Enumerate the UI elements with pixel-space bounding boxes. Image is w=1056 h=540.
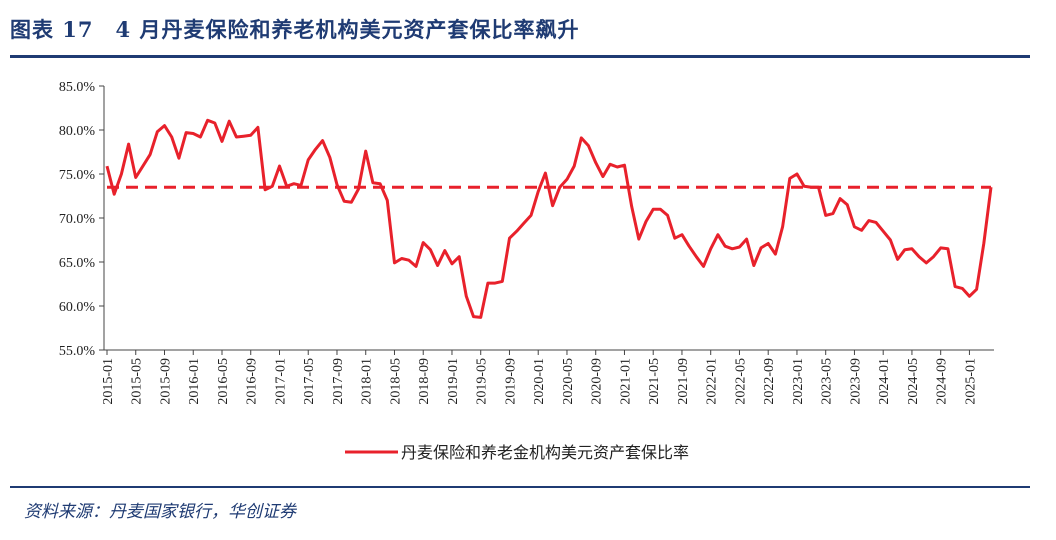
y-tick-label: 65.0% <box>59 256 96 271</box>
x-tick-label: 2023-09 <box>848 358 863 405</box>
chart-title: 图表 17 4 月丹麦保险和养老机构美元资产套保比率飙升 <box>10 17 580 42</box>
x-tick-label: 2020-09 <box>590 358 605 405</box>
y-tick-label: 70.0% <box>59 212 96 227</box>
y-tick-label: 55.0% <box>59 344 96 359</box>
x-tick-label: 2020-05 <box>561 358 576 405</box>
y-tick-label: 80.0% <box>59 124 96 139</box>
x-tick-label: 2015-09 <box>158 358 173 405</box>
x-tick-label: 2021-05 <box>647 358 662 405</box>
y-tick-label: 85.0% <box>59 80 96 95</box>
x-tick-label: 2020-01 <box>532 358 547 405</box>
x-tick-label: 2015-01 <box>101 358 116 405</box>
x-tick-label: 2016-05 <box>216 358 231 405</box>
x-tick-label: 2024-01 <box>877 358 892 405</box>
x-tick-label: 2024-05 <box>906 358 921 405</box>
x-tick-label: 2023-01 <box>791 358 806 405</box>
source-note: 资料来源：丹麦国家银行，华创证券 <box>24 502 296 522</box>
x-tick-label: 2017-01 <box>273 358 288 405</box>
title-divider <box>10 55 1030 58</box>
x-tick-label: 2022-09 <box>762 358 777 405</box>
x-tick-label: 2019-01 <box>446 358 461 405</box>
x-tick-label: 2015-05 <box>130 358 145 405</box>
x-tick-label: 2018-09 <box>417 358 432 405</box>
x-tick-label: 2016-01 <box>187 358 202 405</box>
source-divider <box>10 486 1030 488</box>
y-tick-label: 75.0% <box>59 168 96 183</box>
y-axis: 55.0% 60.0% 65.0% 70.0% 75.0% 80.0% 85.0% <box>59 80 105 359</box>
plot-area <box>105 118 993 319</box>
x-tick-label: 2021-09 <box>676 358 691 405</box>
x-tick-label: 2021-01 <box>618 358 633 405</box>
line-chart: 55.0% 60.0% 65.0% 70.0% 75.0% 80.0% 85.0% 2015… <box>59 80 994 462</box>
x-tick-label: 2017-09 <box>331 358 346 405</box>
x-tick-label: 2022-05 <box>733 358 748 405</box>
x-tick-label: 2019-09 <box>503 358 518 405</box>
x-tick-label: 2018-05 <box>388 358 403 405</box>
x-tick-label: 2022-01 <box>705 358 720 405</box>
legend: 丹麦保险和养老金机构美元资产套保比率 <box>345 444 689 462</box>
x-tick-label: 2024-09 <box>935 358 950 405</box>
y-tick-label: 60.0% <box>59 300 96 315</box>
x-tick-label: 2023-05 <box>820 358 835 405</box>
x-axis: 2015-01 2015-05 2015-09 2016-01 2016-05 2016-… <box>101 349 994 405</box>
x-tick-label: 2017-05 <box>302 358 317 405</box>
x-tick-label: 2016-09 <box>245 358 260 405</box>
x-tick-label: 2025-01 <box>963 358 978 405</box>
x-tick-label: 2019-05 <box>475 358 490 405</box>
series-line-hedge-ratio <box>105 118 993 319</box>
legend-label: 丹麦保险和养老金机构美元资产套保比率 <box>401 444 689 462</box>
x-tick-label: 2018-01 <box>360 358 375 405</box>
